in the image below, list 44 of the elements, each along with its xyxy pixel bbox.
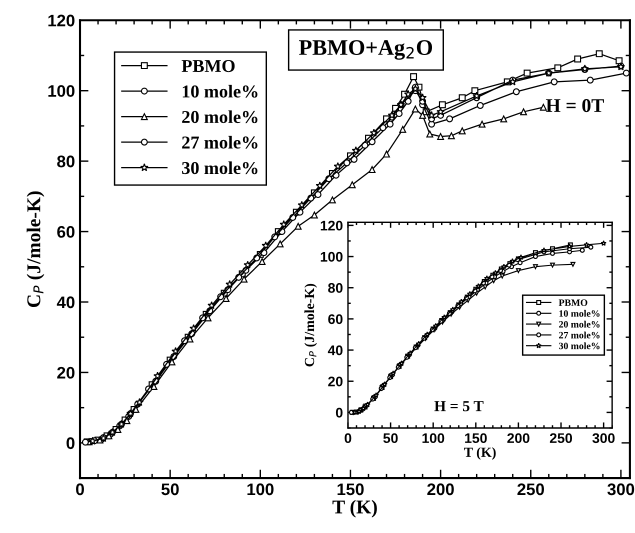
- legend-label: 27 mole%: [182, 136, 258, 149]
- x-tick-label: 200: [427, 483, 454, 496]
- y-tick-label: 80: [57, 156, 74, 168]
- legend-label: PBMO: [182, 60, 235, 72]
- y-tick-label: 120: [320, 220, 343, 231]
- x-tick-label: 250: [517, 483, 544, 496]
- y-tick-label: 20: [328, 376, 343, 386]
- y-tick-label: 40: [328, 345, 343, 356]
- y-tick-label: 40: [56, 296, 74, 308]
- x-tick-label: 150: [338, 483, 364, 496]
- x-tick-label: 50: [383, 433, 398, 444]
- annotation: H = 0T: [546, 98, 604, 112]
- x-tick-label: 250: [550, 433, 572, 444]
- y-tick-label: 100: [48, 85, 74, 97]
- x-tick-label: 100: [422, 433, 444, 444]
- x-tick-label: 200: [507, 433, 530, 444]
- y-tick-label: 20: [57, 366, 74, 379]
- legend-label: 30 mole%: [558, 342, 600, 350]
- annotation: H = 5 T: [434, 401, 484, 412]
- y-tick-label: 80: [328, 283, 343, 293]
- legend-label: 27 mole%: [559, 332, 600, 338]
- x-tick-label: 300: [607, 483, 634, 496]
- legend-label: 30 mole%: [182, 161, 258, 174]
- x-tick-label: 0: [76, 483, 84, 496]
- y-tick-label: 60: [328, 314, 343, 324]
- x-axis-title: T (K): [464, 447, 496, 460]
- y-tick-label: 0: [336, 408, 343, 418]
- x-tick-label: 50: [161, 483, 179, 496]
- y-axis-title: C$_{P}$ (J/mole-K): [304, 284, 317, 366]
- x-tick-label: 300: [592, 433, 615, 444]
- y-tick-label: 120: [48, 14, 74, 26]
- legend-label: 20 mole%: [182, 110, 258, 124]
- y-tick-label: 60: [57, 226, 74, 238]
- x-tick-label: 150: [465, 433, 487, 444]
- legend-label: 10 mole%: [182, 84, 258, 98]
- y-tick-label: 100: [320, 252, 343, 262]
- legend-label: 10 mole%: [559, 310, 600, 317]
- legend-label: 20 mole%: [559, 320, 600, 328]
- text: PBMO+Ag$_{2}$O: [299, 40, 432, 60]
- x-axis-title: T (K): [332, 500, 377, 518]
- y-axis-title: C$_{P}$ (J/mole-K): [26, 191, 44, 308]
- x-tick-label: 0: [344, 433, 352, 444]
- x-tick-label: 100: [247, 483, 274, 496]
- legend-label: PBMO: [558, 299, 588, 306]
